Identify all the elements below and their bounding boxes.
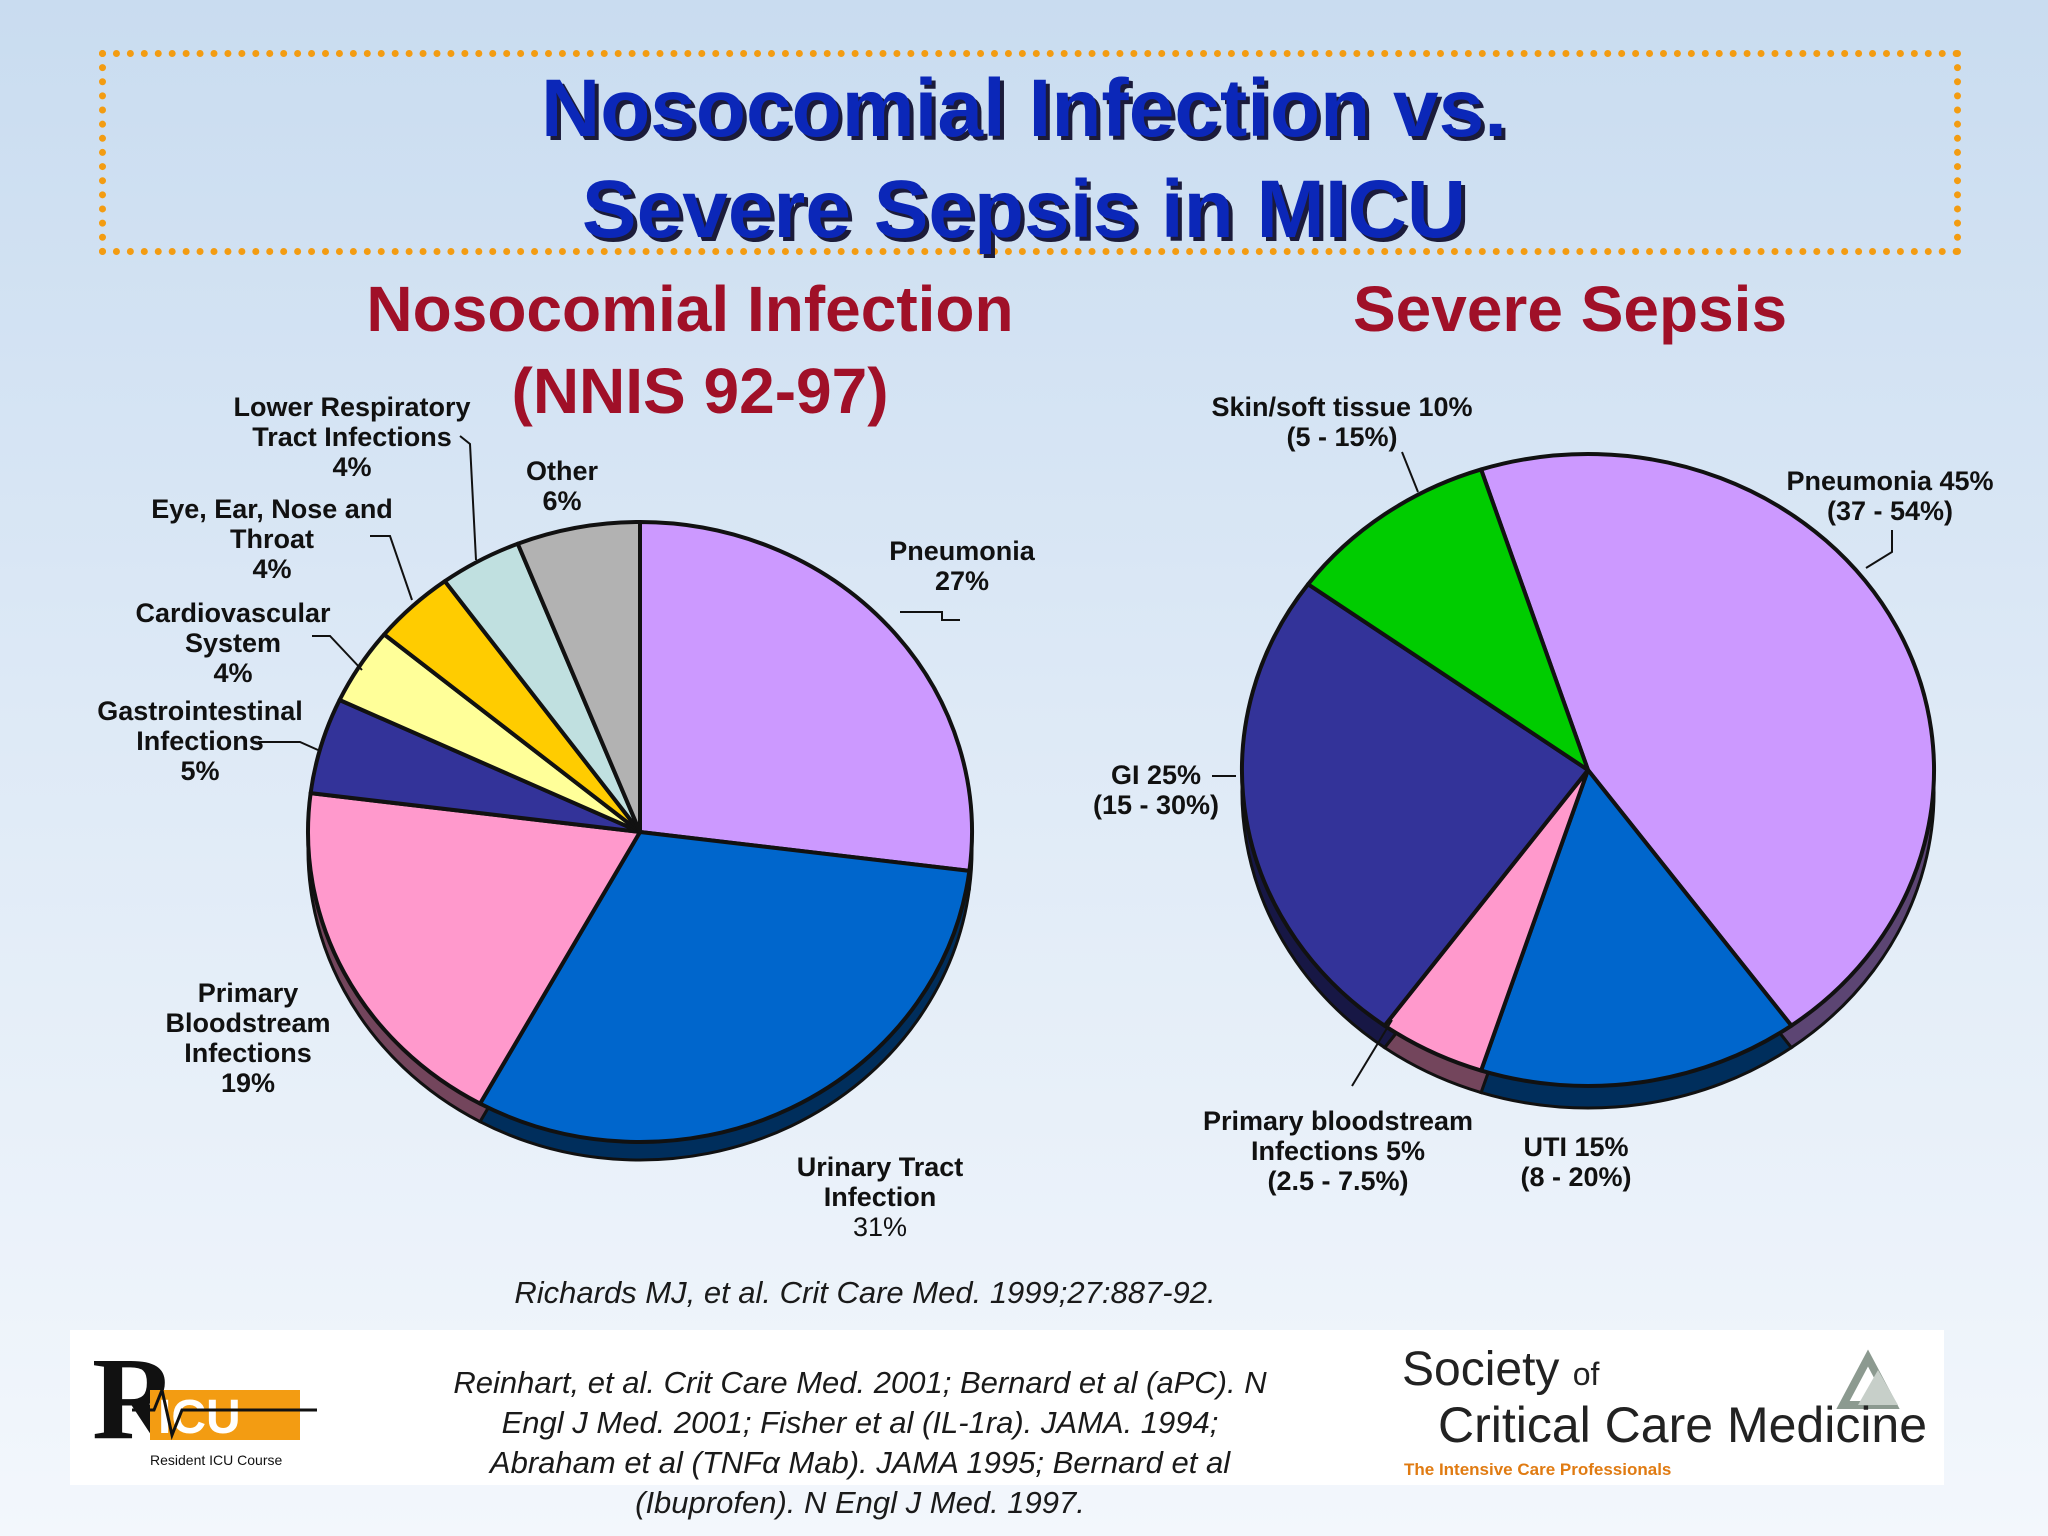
pie-label-leader bbox=[1865, 530, 1893, 569]
right-chart-title: Severe Sepsis bbox=[1352, 273, 1788, 345]
pie-slice bbox=[1306, 467, 1590, 772]
citation-line: Abraham et al (TNFα Mab). JAMA 1995; Ber… bbox=[489, 1445, 1231, 1480]
pie-slice-label: Infections bbox=[136, 726, 264, 756]
pie-slice bbox=[306, 791, 642, 1106]
pie-label-leader bbox=[1401, 451, 1419, 493]
pie-slice-label: Other bbox=[526, 456, 599, 486]
left-chart-title-line2: (NNIS 92-97) bbox=[511, 355, 889, 427]
pie-slice-label: (8 - 20%) bbox=[1520, 1162, 1631, 1192]
pie-slice-label: 27% bbox=[935, 566, 989, 596]
pie-slice bbox=[1479, 452, 1936, 1028]
pie-slice-label: (5 - 15%) bbox=[1286, 422, 1397, 452]
pie-slice-label: Infections bbox=[184, 1038, 312, 1068]
pie-slice-label: Bloodstream bbox=[165, 1008, 330, 1038]
pie-slice-label: Cardiovascular bbox=[135, 598, 331, 628]
logo-caption: Resident ICU Course bbox=[150, 1452, 282, 1468]
logo-heartbeat-icon bbox=[132, 1384, 317, 1441]
sccm-triangle-shade-icon bbox=[1858, 1370, 1898, 1405]
sccm-name: Critical Care Medicine bbox=[1438, 1397, 1928, 1453]
pie-slice-label: UTI 15% bbox=[1523, 1132, 1628, 1162]
citation-line: (Ibuprofen). N Engl J Med. 1997. bbox=[635, 1485, 1085, 1520]
pie-slice-label: 5% bbox=[180, 756, 219, 786]
pie-slice-label: 4% bbox=[252, 554, 291, 584]
title-box bbox=[99, 50, 1961, 255]
pie-slice-label: (37 - 54%) bbox=[1827, 496, 1953, 526]
pie-slice-label: Pneumonia 45% bbox=[1786, 466, 1993, 496]
pie-slice bbox=[478, 830, 972, 1145]
pie-slice bbox=[515, 520, 642, 834]
pie-slice-label: 31% bbox=[853, 1212, 907, 1242]
pie-slice-label: GI 25% bbox=[1111, 760, 1201, 790]
resident-icu-logo: R ICU Resident ICU Course bbox=[92, 1340, 317, 1468]
pie-slice-label: Lower Respiratory bbox=[233, 392, 470, 422]
slide-title-line2: Severe Sepsis in MICU bbox=[581, 164, 1467, 255]
pie-slice-label: Skin/soft tissue 10% bbox=[1211, 392, 1472, 422]
pie-slice-label: Infections 5% bbox=[1251, 1136, 1425, 1166]
pie-label-leader bbox=[900, 611, 960, 621]
pie-slice-label: Tract Infections bbox=[252, 422, 452, 452]
pie-slice-label: System bbox=[185, 628, 281, 658]
pie-slice-label: 4% bbox=[213, 658, 252, 688]
pie-slice-label: Eye, Ear, Nose and bbox=[151, 494, 393, 524]
logo-icu-band bbox=[150, 1390, 300, 1440]
citation-line: Engl J Med. 2001; Fisher et al (IL-1ra).… bbox=[501, 1405, 1219, 1440]
citation-richards: Richards MJ, et al. Crit Care Med. 1999;… bbox=[514, 1275, 1216, 1310]
pie-label-leader bbox=[312, 635, 363, 671]
pie-slice-label: Urinary Tract bbox=[797, 1152, 964, 1182]
pie-slice bbox=[1479, 768, 1794, 1088]
sccm-society-word: Society bbox=[1402, 1343, 1560, 1396]
pie-slice-label: 4% bbox=[332, 452, 371, 482]
pie-slice-label: Infection bbox=[824, 1182, 937, 1212]
pie-slice-label: Primary bloodstream bbox=[1203, 1106, 1473, 1136]
footer-band bbox=[70, 1330, 1944, 1485]
left-chart-title-line1: Nosocomial Infection bbox=[366, 273, 1014, 345]
pie-label-leader bbox=[258, 741, 319, 751]
pie-slice-label: (2.5 - 7.5%) bbox=[1267, 1166, 1408, 1196]
pie-label-leader bbox=[459, 435, 477, 561]
pie-slice-label: Pneumonia bbox=[889, 536, 1036, 566]
sccm-logo-mark bbox=[1836, 1349, 1900, 1409]
sccm-society-text: Society of bbox=[1402, 1342, 1599, 1397]
sccm-tagline: The Intensive Care Professionals bbox=[1404, 1460, 1672, 1479]
pie-label-leader bbox=[1351, 1019, 1393, 1087]
citation-block: Reinhart, et al. Crit Care Med. 2001; Be… bbox=[400, 1363, 1320, 1523]
logo-icu-text: ICU bbox=[158, 1391, 241, 1444]
pie-slice bbox=[1240, 582, 1590, 1028]
pie-slice-label: 19% bbox=[221, 1068, 275, 1098]
pie-slice-label: (15 - 30%) bbox=[1093, 790, 1219, 820]
pie-slice bbox=[638, 520, 974, 873]
pie-label-leader bbox=[370, 535, 413, 601]
citation-line: Reinhart, et al. Crit Care Med. 2001; Be… bbox=[453, 1365, 1267, 1400]
pie-slice-label: Throat bbox=[230, 524, 314, 554]
pie-slice-label: Gastrointestinal bbox=[97, 696, 303, 726]
pie-slice-label: 6% bbox=[542, 486, 581, 516]
sccm-of-word: of bbox=[1572, 1356, 1600, 1392]
slide-title-line1: Nosocomial Infection vs. bbox=[541, 63, 1507, 154]
pie-slice-label: Primary bbox=[198, 978, 299, 1008]
